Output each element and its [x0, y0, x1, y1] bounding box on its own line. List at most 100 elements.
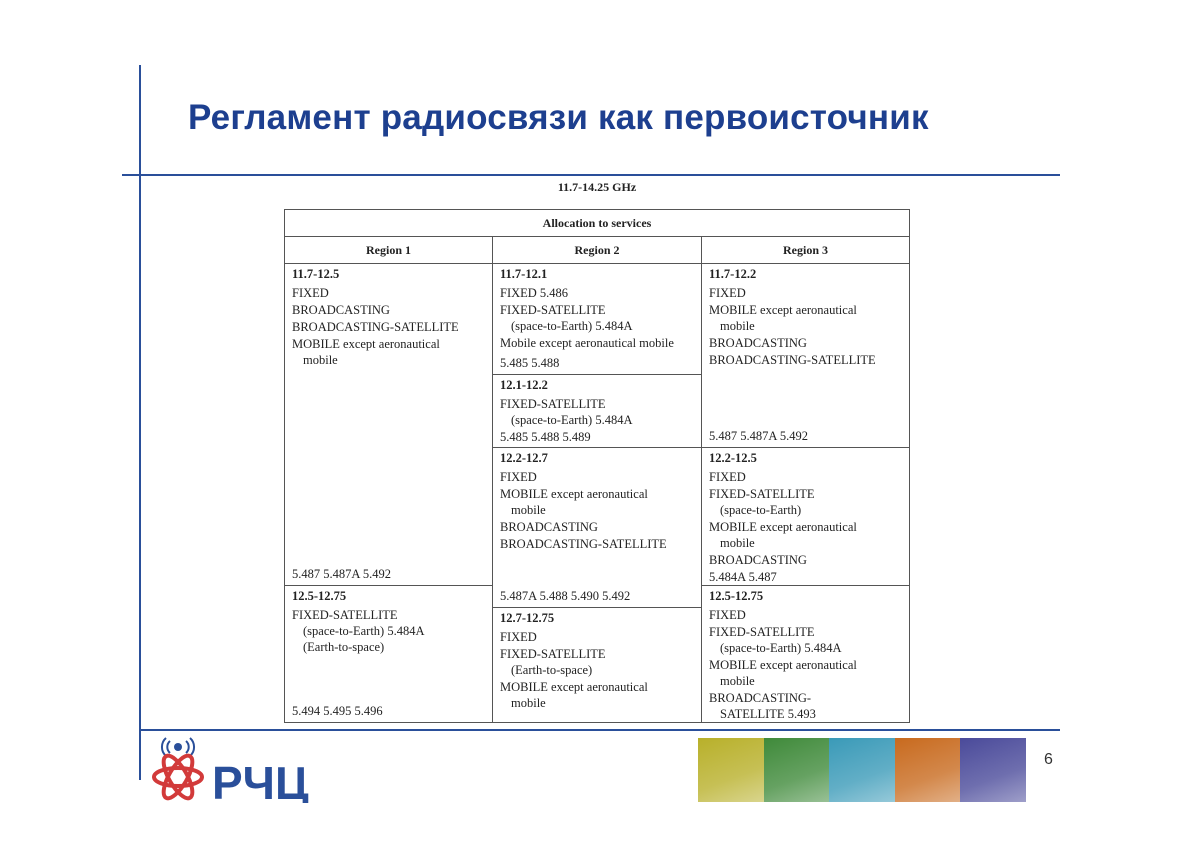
frequency-range: 12.5-12.75	[292, 589, 347, 603]
region-3-header: Region 3	[701, 236, 910, 264]
service-line: mobile	[511, 696, 546, 710]
service-entry: FIXED-SATELLITE (space-to-Earth) 5.484A	[500, 396, 694, 428]
slide-title: Регламент радиосвязи как первоисточник	[188, 98, 929, 137]
allocation-cell: 12.5-12.75 FIXED FIXED-SATELLITE (space-to-…	[701, 585, 910, 723]
service-line: Mobile except aeronautical mobile	[500, 336, 674, 350]
service-line: BROADCASTING-SATELLITE	[500, 537, 667, 551]
title-underline	[122, 174, 1060, 176]
photo-panel-1	[698, 738, 764, 802]
allocation-cell: 12.7-12.75 FIXED FIXED-SATELLITE (Earth-to-…	[492, 607, 702, 723]
service-entry: FIXED-SATELLITE (space-to-Earth)	[709, 486, 902, 518]
service-line: (Earth-to-space)	[303, 640, 385, 654]
service-line: MOBILE except aeronautical	[709, 520, 857, 534]
service-line: mobile	[511, 503, 546, 517]
photo-panel-5	[960, 738, 1026, 802]
service-line: FIXED	[500, 630, 537, 644]
service-line: SATELLITE 5.493	[720, 707, 816, 721]
service-line: MOBILE except aeronautical	[292, 337, 440, 351]
service-line: FIXED-SATELLITE	[500, 303, 606, 317]
photo-panel-4	[894, 738, 961, 802]
service-line: (space-to-Earth)	[720, 503, 802, 517]
service-line: mobile	[303, 353, 338, 367]
footnotes: 5.485 5.488	[500, 356, 560, 370]
service-line: MOBILE except aeronautical	[709, 658, 857, 672]
service-entry: BROADCASTING	[709, 552, 902, 568]
footnotes: 5.487 5.487A 5.492	[709, 429, 808, 443]
service-line: BROADCASTING	[292, 303, 390, 317]
service-line: mobile	[720, 674, 755, 688]
service-entry: FIXED	[500, 469, 694, 485]
service-entry: FIXED-SATELLITE (space-to-Earth) 5.484A	[500, 302, 694, 334]
service-entry: BROADCASTING- SATELLITE 5.493	[709, 690, 902, 722]
service-line: MOBILE except aeronautical	[500, 487, 648, 501]
service-line: FIXED-SATELLITE	[709, 487, 815, 501]
service-entry: BROADCASTING	[292, 302, 485, 318]
rchc-logo: РЧЦ	[152, 737, 309, 803]
service-entry: FIXED	[709, 607, 902, 623]
band-label: 11.7-14.25 GHz	[557, 180, 637, 194]
allocation-cell: 11.7-12.1 FIXED 5.486 FIXED-SATELLITE (spac…	[492, 263, 702, 375]
service-line: mobile	[720, 536, 755, 550]
frequency-range: 11.7-12.2	[709, 267, 757, 281]
service-line: BROADCASTING	[709, 553, 807, 567]
service-line: FIXED 5.486	[500, 286, 569, 300]
service-line: (space-to-Earth) 5.484A	[720, 641, 842, 655]
service-line: FIXED	[709, 608, 746, 622]
service-entry: FIXED-SATELLITE (space-to-Earth) 5.484A (E…	[292, 607, 485, 655]
service-entry: BROADCASTING-SATELLITE	[292, 319, 485, 335]
star-atom-icon	[152, 753, 204, 801]
frequency-range: 11.7-12.5	[292, 267, 340, 281]
footnotes: 5.494 5.495 5.496	[292, 704, 383, 718]
service-line: BROADCASTING	[500, 520, 598, 534]
footnotes: 5.487A 5.488 5.490 5.492	[500, 589, 631, 603]
service-line: BROADCASTING-	[709, 691, 812, 705]
service-line: BROADCASTING-SATELLITE	[292, 320, 459, 334]
service-entry: MOBILE except aeronautical mobile	[500, 486, 694, 518]
service-line: (space-to-Earth) 5.484A	[303, 624, 425, 638]
service-entry: MOBILE except aeronautical mobile	[500, 679, 694, 711]
region-1-header: Region 1	[284, 236, 493, 264]
service-entry: FIXED	[709, 469, 902, 485]
allocation-cell: 11.7-12.2 FIXED MOBILE except aeronautical…	[701, 263, 910, 448]
table-header: Allocation to services	[284, 209, 910, 237]
service-entry: FIXED 5.486	[500, 285, 694, 301]
frequency-range: 12.2-12.5	[709, 451, 757, 465]
footnotes: 5.487 5.487A 5.492	[292, 567, 391, 581]
service-line: FIXED-SATELLITE	[709, 625, 815, 639]
frequency-range: 12.5-12.75	[709, 589, 764, 603]
frequency-range: 12.7-12.75	[500, 611, 555, 625]
service-entry: FIXED-SATELLITE (space-to-Earth) 5.484A	[709, 624, 902, 656]
service-entry: BROADCASTING	[500, 519, 694, 535]
vertical-rule	[139, 65, 141, 780]
service-line: BROADCASTING-SATELLITE	[709, 353, 876, 367]
allocation-cell: 12.2-12.7 FIXED MOBILE except aeronautical…	[492, 447, 702, 608]
service-entry: MOBILE except aeronautical mobile	[709, 657, 902, 689]
frequency-range: 12.1-12.2	[500, 378, 548, 392]
service-line: mobile	[720, 319, 755, 333]
photo-strip	[698, 738, 1026, 802]
service-line: FIXED	[709, 286, 746, 300]
footnotes: 5.485 5.488 5.489	[500, 430, 591, 444]
service-line: FIXED	[500, 470, 537, 484]
service-entry: FIXED-SATELLITE (Earth-to-space)	[500, 646, 694, 678]
service-entry: FIXED	[500, 629, 694, 645]
allocation-cell: 12.2-12.5 FIXED FIXED-SATELLITE (space-to-E…	[701, 447, 910, 586]
service-entry: MOBILE except aeronautical mobile	[292, 336, 485, 368]
service-line: FIXED	[292, 286, 329, 300]
footer-rule	[140, 729, 1060, 731]
service-line: (Earth-to-space)	[511, 663, 593, 677]
service-line: FIXED-SATELLITE	[500, 647, 606, 661]
service-entry: FIXED	[709, 285, 902, 301]
allocation-cell: 11.7-12.5 FIXED BROADCASTING BROADCASTING-S…	[284, 263, 493, 586]
service-line: MOBILE except aeronautical	[500, 680, 648, 694]
service-line: FIXED-SATELLITE	[500, 397, 606, 411]
service-line: FIXED	[709, 470, 746, 484]
photo-panel-3	[829, 738, 895, 802]
frequency-range: 11.7-12.1	[500, 267, 548, 281]
service-line: (space-to-Earth) 5.484A	[511, 319, 633, 333]
logo-text: РЧЦ	[212, 757, 309, 803]
service-entry: FIXED	[292, 285, 485, 301]
service-line: FIXED-SATELLITE	[292, 608, 398, 622]
page-number: 6	[1044, 751, 1053, 768]
service-line: (space-to-Earth) 5.484A	[511, 413, 633, 427]
